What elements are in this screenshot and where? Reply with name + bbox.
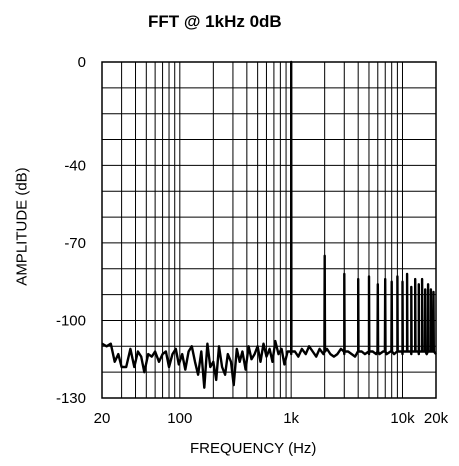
y-tick-label: -40 — [64, 157, 86, 174]
x-tick-label: 1k — [283, 410, 299, 427]
x-tick-label: 20k — [424, 410, 449, 427]
y-tick-label: 0 — [78, 54, 86, 71]
y-tick-label: -100 — [56, 312, 86, 329]
x-tick-label: 10k — [390, 410, 415, 427]
x-tick-label: 100 — [167, 410, 192, 427]
grid — [102, 62, 436, 398]
tick-labels: 0 -40 -70 -100 -130 20 100 1k 10k 20k — [56, 54, 449, 427]
spectrum-line — [101, 60, 437, 389]
y-tick-label: -70 — [64, 235, 86, 252]
y-tick-label: -130 — [56, 390, 86, 407]
x-tick-label: 20 — [94, 410, 111, 427]
plot-frame — [101, 61, 437, 399]
